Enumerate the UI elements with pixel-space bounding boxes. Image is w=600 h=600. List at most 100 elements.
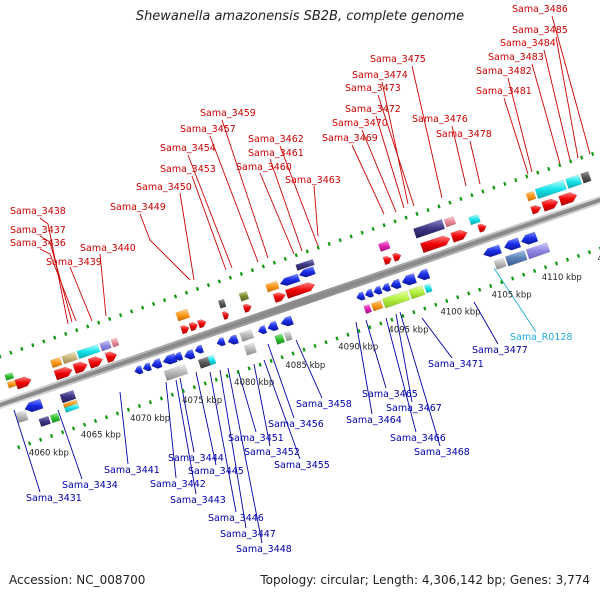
gene-feature [242,303,252,313]
label-connector [219,369,247,529]
gene-feature [61,351,78,365]
label-connector [451,125,467,187]
scale-label: 4070 kbp [130,414,170,424]
gene-feature [173,351,184,361]
gene-feature [267,320,279,332]
gene-feature [239,329,255,342]
gene-label-forward: Sama_3436 [10,238,66,249]
scale-label: 4075 kbp [182,396,222,406]
gene-feature [283,330,293,342]
label-connector [269,158,303,252]
label-connector [191,175,227,271]
gene-label-reverse: Sama_3468 [414,447,470,458]
gene-feature [134,365,144,375]
accession-text: Accession: NC_008700 [9,573,146,587]
scale-tick [305,249,309,254]
scale-tick [371,226,375,231]
gene-label-reverse: Sama_3452 [244,447,300,458]
scale-tick [470,193,474,198]
gene-label-reverse: Sama_3444 [168,453,224,464]
gene-feature [76,343,101,360]
label-connector [263,359,301,460]
scale-tick [467,291,471,296]
scale-tick [53,335,57,340]
scale-tick [17,445,21,450]
gene-feature [525,242,551,260]
label-connector [187,154,233,269]
gene-feature [175,308,191,322]
gene-feature [272,292,287,304]
scale-tick [108,316,112,321]
scale-tick [503,181,507,186]
gene-feature [390,278,402,290]
scale-label: 4080 kbp [234,378,274,388]
gene-label-rna: Sama_R0128 [510,332,572,343]
gene-feature [295,258,315,271]
gene-label-forward: Sama_3485 [512,25,568,36]
gene-feature [370,300,384,312]
label-connector [237,369,257,433]
gene-label-reverse: Sama_3447 [220,529,276,540]
label-connector [543,49,571,161]
gene-feature [227,334,240,345]
scale-tick [294,253,298,258]
gene-label-forward: Sama_3461 [248,148,304,159]
label-connector [503,97,529,175]
scale-tick [151,301,156,306]
scale-tick [532,268,537,274]
label-connector [209,135,259,263]
scale-tick [554,261,559,266]
gene-label-forward: Sama_3460 [236,162,292,173]
gene-feature [493,257,507,270]
scale-tick [558,163,562,168]
scale-tick [206,283,211,288]
gene-label-forward: Sama_3475 [370,54,426,65]
label-connector [375,115,405,209]
gene-label-reverse: Sama_3443 [170,495,226,506]
label-connector [139,213,191,281]
scale-tick [247,366,251,371]
scale-tick [434,302,438,307]
scale-tick [382,223,386,228]
gene-feature [87,356,104,369]
gene-label-reverse: Sama_3441 [104,465,160,476]
scale-tick [478,287,482,292]
gene-label-reverse: Sama_3464 [346,415,402,426]
gene-feature [382,255,392,266]
label-connector [221,119,269,259]
scale-tick [426,208,430,213]
scale-tick [258,362,262,367]
gene-label-forward: Sama_3457 [180,124,236,135]
gene-label-forward: Sama_3476 [412,114,468,125]
scale-tick [20,346,24,351]
gene-label-reverse: Sama_3458 [296,399,352,410]
scale-tick [536,170,540,175]
gene-label-forward: Sama_3481 [476,86,532,97]
gene-feature [49,412,61,424]
scale-tick [569,159,573,164]
label-connector [313,185,319,237]
scale-tick [379,321,383,326]
gene-labels: Sama_3438 Sama_3437 Sama_3436 Sama_3439 Sama… [10,4,572,555]
gene-label-reverse: Sama_3467 [386,403,442,414]
scale-tick [543,265,548,270]
label-connector [361,129,397,213]
scale-tick [401,313,405,319]
label-connector [365,319,387,389]
scale-tick [129,309,134,314]
gene-feature [580,171,592,184]
label-connector [39,248,77,322]
gene-feature [392,252,402,262]
label-connector [179,192,195,281]
gene-feature [50,356,63,369]
label-connector [57,409,83,480]
gene-feature [530,204,542,215]
gene-label-reverse: Sama_3446 [208,513,264,524]
scale-tick [195,286,200,291]
gene-feature [504,249,528,267]
gene-feature [184,349,196,360]
gene-label-forward: Sama_3462 [248,134,304,145]
gene-feature [363,303,373,314]
sequence-track: 4060 kbp 4065 kbp 4070 kbp 4075 kbp 4080 kbp… [0,151,600,458]
label-connector [469,140,481,185]
